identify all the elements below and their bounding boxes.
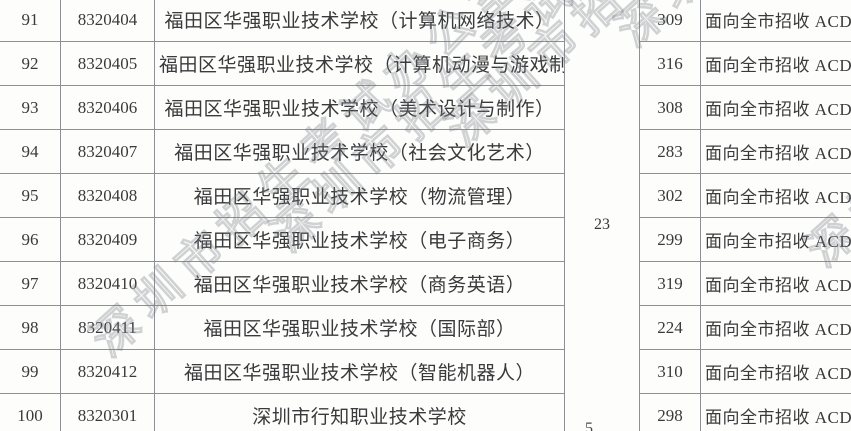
cell-code: 8320407 [60, 129, 155, 174]
cell-code: 8320408 [60, 173, 155, 218]
cell-index: 97 [0, 261, 61, 306]
cell-score: 283 [639, 129, 701, 174]
cell-code: 8320301 [60, 393, 155, 431]
cell-code: 8320406 [60, 85, 155, 130]
cell-school: 福田区华强职业技术学校（商务英语） [154, 261, 565, 306]
cell-index: 93 [0, 85, 61, 130]
cell-code: 8320405 [60, 41, 155, 86]
cell-score: 316 [639, 41, 701, 86]
cell-index: 98 [0, 305, 61, 350]
cell-school: 福田区华强职业技术学校（国际部） [154, 305, 565, 350]
table-row: 99 8320412 福田区华强职业技术学校（智能机器人） 310 面向全市招收 ACD… [0, 349, 851, 394]
table-row: 92 8320405 福田区华强职业技术学校（计算机动漫与游戏制作） 316 面向全市招… [0, 41, 851, 86]
cell-score: 299 [639, 217, 701, 262]
cell-score: 298 [639, 393, 701, 431]
table-row: 95 8320408 福田区华强职业技术学校（物流管理） 302 面向全市招收 ACD … [0, 173, 851, 218]
table-row: 93 8320406 福田区华强职业技术学校（美术设计与制作） 308 面向全市招收 A… [0, 85, 851, 130]
cell-group-merged: 23 [564, 0, 640, 431]
cell-note: 面向全市招收 ACD 类考生 [700, 129, 851, 174]
cell-note: 面向全市招收 ACD 类考生 [700, 41, 851, 86]
cell-note: 面向全市招收 ACD 类考生 [700, 0, 851, 42]
cell-index: 95 [0, 173, 61, 218]
cell-school: 福田区华强职业技术学校（电子商务） [154, 217, 565, 262]
table-row: 96 8320409 福田区华强职业技术学校（电子商务） 299 面向全市招收 ACD … [0, 217, 851, 262]
cell-index: 94 [0, 129, 61, 174]
cell-school: 福田区华强职业技术学校（计算机网络技术） [154, 0, 565, 42]
cell-school: 福田区华强职业技术学校（物流管理） [154, 173, 565, 218]
cell-code: 8320411 [60, 305, 155, 350]
cell-score: 310 [639, 349, 701, 394]
clipped-group-value: 5 [585, 421, 593, 431]
cell-school: 福田区华强职业技术学校（智能机器人） [154, 349, 565, 394]
cell-note: 面向全市招收 ACD 类考生 [700, 305, 851, 350]
cell-score: 319 [639, 261, 701, 306]
cell-note: 面向全市招收 ACD 类考生 [700, 85, 851, 130]
table-row: 94 8320407 福田区华强职业技术学校（社会文化艺术） 283 面向全市招收 AC… [0, 129, 851, 174]
cell-note: 面向全市招收 ACD 类考生 [700, 261, 851, 306]
table-row: 97 8320410 福田区华强职业技术学校（商务英语） 319 面向全市招收 ACD … [0, 261, 851, 306]
cell-score: 308 [639, 85, 701, 130]
cell-code: 8320410 [60, 261, 155, 306]
cell-score: 224 [639, 305, 701, 350]
cell-score: 309 [639, 0, 701, 42]
cell-code: 8320412 [60, 349, 155, 394]
cell-index: 92 [0, 41, 61, 86]
cell-score: 302 [639, 173, 701, 218]
cell-note: 面向全市招收 ACD 类考生 [700, 217, 851, 262]
cell-index: 91 [0, 0, 61, 42]
cell-school: 福田区华强职业技术学校（社会文化艺术） [154, 129, 565, 174]
cell-note: 面向全市招收 ACD 类考生 [700, 393, 851, 431]
cell-index: 100 [0, 393, 61, 431]
cell-code: 8320409 [60, 217, 155, 262]
cell-index: 96 [0, 217, 61, 262]
cell-school: 深圳市行知职业技术学校 [154, 393, 565, 431]
cell-note: 面向全市招收 ACD 类考生 [700, 173, 851, 218]
cell-school: 福田区华强职业技术学校（计算机动漫与游戏制作） [154, 41, 565, 86]
cell-code: 8320404 [60, 0, 155, 42]
cell-note: 面向全市招收 ACD 类考生 [700, 349, 851, 394]
cell-index: 99 [0, 349, 61, 394]
cell-school: 福田区华强职业技术学校（美术设计与制作） [154, 85, 565, 130]
